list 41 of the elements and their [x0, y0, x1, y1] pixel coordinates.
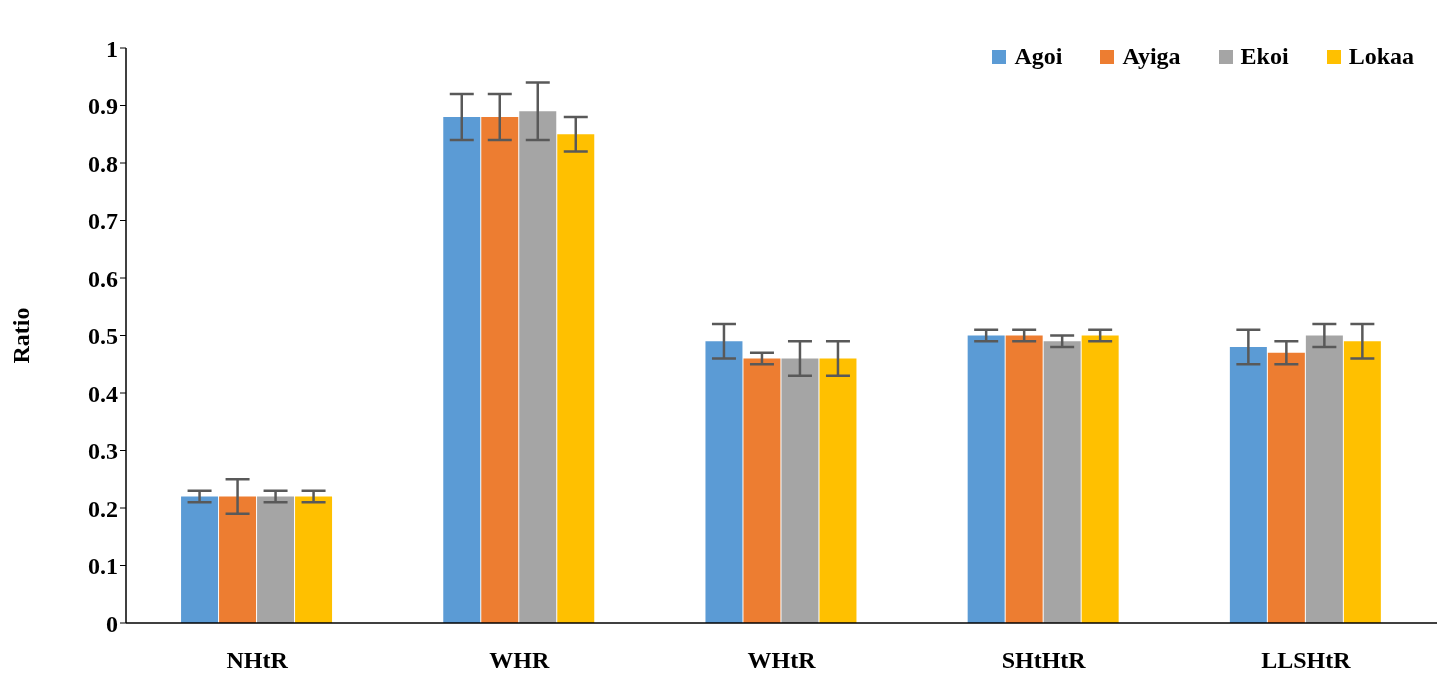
bar — [1081, 335, 1119, 623]
bar — [443, 117, 481, 623]
y-axis-title: Ratio — [7, 307, 34, 364]
x-tick-label: WHtR — [747, 647, 817, 674]
legend-label: Agoi — [1014, 43, 1063, 70]
bar — [181, 496, 219, 623]
y-tick-label: 0.4 — [88, 380, 118, 407]
y-tick-label: 0.2 — [88, 495, 118, 522]
bar — [481, 117, 519, 623]
y-tick-label: 1 — [106, 35, 118, 62]
x-tick-label: NHtR — [226, 647, 289, 674]
bar — [1343, 341, 1381, 623]
legend-label: Lokaa — [1348, 43, 1414, 70]
x-tick-label: LLSHtR — [1261, 647, 1352, 674]
bar — [1229, 347, 1267, 623]
y-tick-label: 0.1 — [88, 553, 118, 580]
y-tick-label: 0.7 — [88, 208, 118, 235]
bar — [1267, 352, 1305, 623]
bar — [519, 111, 557, 623]
bar — [967, 335, 1005, 623]
y-tick-label: 0 — [106, 610, 118, 637]
legend-label: Ayiga — [1122, 43, 1181, 70]
y-tick-label: 0.6 — [88, 265, 118, 292]
x-tick-label: WHR — [489, 647, 550, 674]
bar — [1043, 341, 1081, 623]
bar — [557, 134, 595, 623]
bar — [219, 496, 257, 623]
bar — [743, 358, 781, 623]
y-tick-label: 0.8 — [88, 150, 118, 177]
bar — [1305, 335, 1343, 623]
bar — [295, 496, 333, 623]
bar — [257, 496, 295, 623]
bar — [705, 341, 743, 623]
bar — [781, 358, 819, 623]
bar — [1005, 335, 1043, 623]
y-tick-label: 0.5 — [88, 323, 118, 350]
legend-label: Ekoi — [1240, 43, 1289, 70]
x-tick-label: SHtHtR — [1001, 647, 1087, 674]
y-tick-label: 0.9 — [88, 93, 118, 120]
bar — [819, 358, 857, 623]
y-tick-label: 0.3 — [88, 438, 118, 465]
